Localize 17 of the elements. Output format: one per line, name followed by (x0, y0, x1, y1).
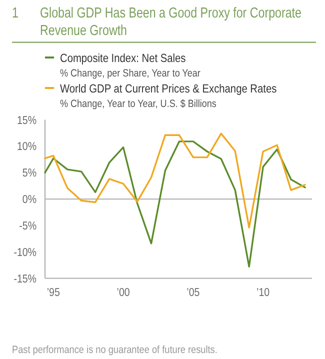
x-tick-label: ’05 (186, 286, 200, 300)
legend-label: World GDP at Current Prices & Exchange Rates % Change, Year to Year, U.S. $ Billions (60, 82, 278, 110)
y-tick-label: -10% (14, 246, 37, 260)
line-series (44, 140, 306, 268)
y-tick-label: 0% (22, 193, 37, 206)
legend-label: Composite Index: Net Sales % Change, per Share, Year to Year (60, 52, 202, 80)
text: Past performance is no guarantee of future results. (12, 344, 218, 356)
y-tick-label: 5% (22, 166, 37, 180)
chart-title: 1 Global GDP Has Been a Good Proxy for Corporate Revenue Growth (12, 4, 302, 39)
x-tick-label: ’10 (256, 286, 270, 300)
x-tick-label: ’95 (46, 286, 60, 300)
y-tick-label: 10% (16, 140, 37, 154)
y-tick-label: -15% (14, 272, 37, 286)
y-tick-label: 15% (16, 114, 37, 128)
line-series (44, 132, 306, 228)
x-tick-label: ’00 (116, 286, 130, 300)
y-tick-label: -5% (19, 220, 37, 233)
